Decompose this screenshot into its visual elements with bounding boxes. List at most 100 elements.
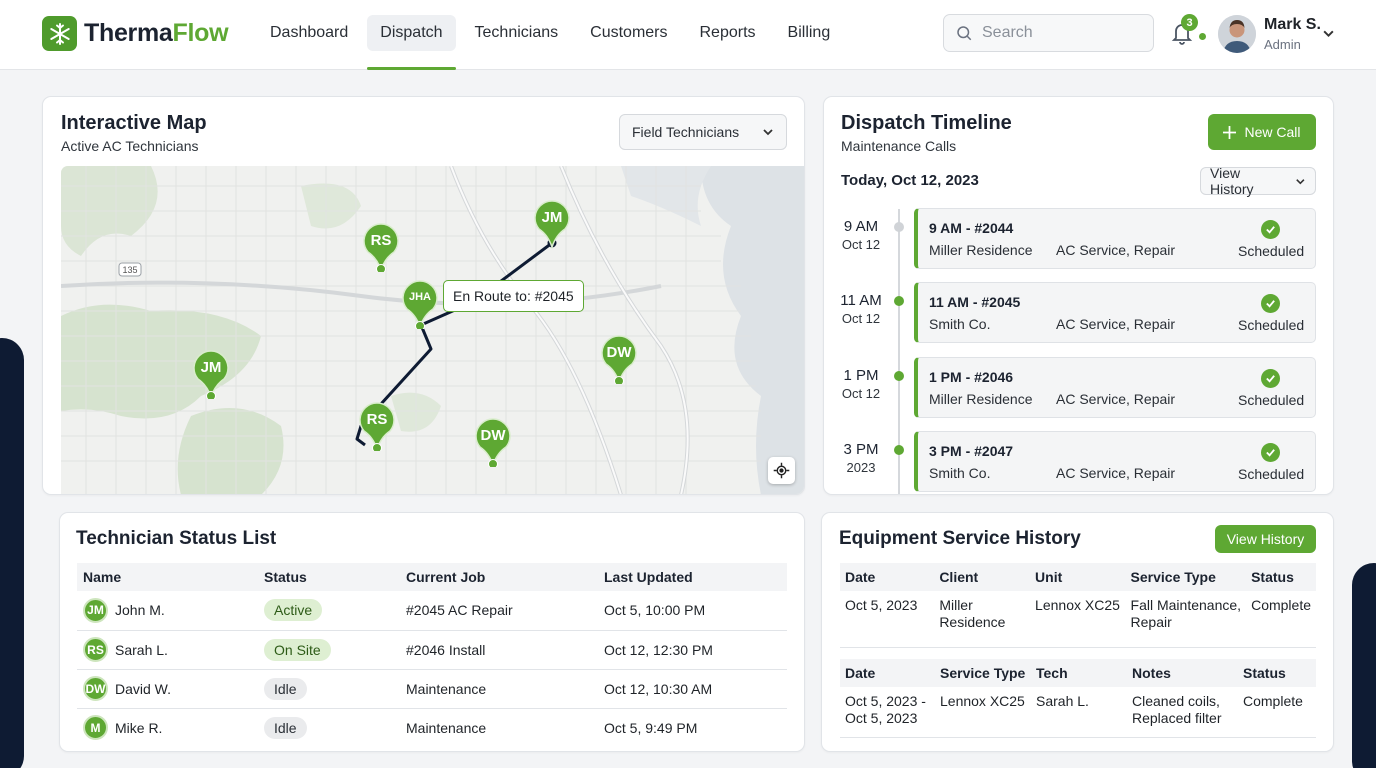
locate-me-button[interactable] (768, 457, 795, 484)
technician-pin-rs[interactable]: RS (363, 222, 399, 282)
service-date: Oct 5, 2023 (840, 591, 935, 648)
map-view[interactable]: 135 RS JM JHA JM DW RS (61, 166, 804, 494)
column-header[interactable]: Service Type (1125, 563, 1247, 591)
technician-pin-jm[interactable]: JM (534, 199, 570, 259)
service-type-line: Repair (1130, 614, 1172, 630)
pin-label: JHA (408, 291, 431, 303)
column-header[interactable]: Status (1246, 563, 1316, 591)
brand-name-part1: Therma (84, 19, 173, 47)
equipment-table-primary: Date Client Unit Service Type Status Oct… (840, 563, 1316, 648)
map-card-subtitle: Active AC Technicians (61, 138, 199, 154)
nav-dispatch[interactable]: Dispatch (367, 15, 456, 70)
service-type-line: Fall Maintenance, (1130, 597, 1242, 613)
table-row[interactable]: M Mike R. Idle Maintenance Oct 5, 9:49 PM (77, 708, 787, 747)
technician-pin-rs-2[interactable]: RS (359, 401, 395, 461)
table-header-row: Name Status Current Job Last Updated (77, 563, 787, 591)
column-header[interactable]: Name (77, 563, 258, 591)
timeline-time: 9 AM Oct 12 (836, 218, 886, 252)
snowflake-icon (42, 16, 77, 51)
timeline-subtitle: Maintenance Calls (841, 138, 957, 154)
call-client: Miller Residence (929, 242, 1033, 258)
status-list-title: Technician Status List (76, 528, 277, 549)
brand-logo[interactable]: ThermaFlow (42, 16, 229, 51)
timeline-dot (894, 296, 904, 306)
nav-billing[interactable]: Billing (787, 24, 831, 41)
column-header[interactable]: Client (934, 563, 1031, 591)
timeline-hour: 11 AM (840, 292, 882, 309)
pin-label: DW (480, 426, 506, 444)
table-row[interactable]: Oct 5, 2023 Miller Residence Lennox XC25 … (840, 591, 1316, 648)
nav-reports[interactable]: Reports (699, 24, 756, 41)
notes-line: Replaced filter (1132, 710, 1222, 726)
view-history-dropdown[interactable]: View History (1200, 165, 1316, 197)
last-updated: Oct 12, 10:30 AM (598, 669, 787, 709)
notification-badge: 3 (1181, 14, 1198, 31)
date-range-cell: Oct 5, 2023 - Oct 5, 2023 (840, 687, 935, 738)
user-name[interactable]: Mark S. (1264, 16, 1321, 33)
timeline-call-item[interactable]: 1 PM - #2046 Miller Residence AC Service… (914, 357, 1316, 418)
technician-pin-dw-2[interactable]: DW (475, 417, 511, 477)
check-icon (1261, 220, 1280, 239)
map-base-layer: 135 (61, 166, 804, 494)
column-header[interactable]: Unit (1030, 563, 1126, 591)
equipment-table-secondary: Date Service Type Tech Notes Status Oct … (840, 659, 1316, 738)
technician-pin-dw[interactable]: DW (601, 334, 637, 394)
service-type-cell: Fall Maintenance, Repair (1125, 591, 1247, 648)
user-role: Admin (1264, 37, 1301, 52)
table-divider (840, 647, 1316, 648)
table-row[interactable]: RS Sarah L. On Site #2046 Install Oct 12,… (77, 630, 787, 670)
dispatch-timeline-card: Dispatch Timeline Maintenance Calls New … (823, 96, 1334, 495)
call-service: AC Service, Repair (1056, 242, 1176, 258)
decorative-corner-right (1352, 563, 1376, 768)
technician-pin-jha[interactable]: JHA (402, 279, 438, 339)
pin-label: RS (370, 231, 392, 249)
timeline-time: 11 AM Oct 12 (836, 292, 886, 326)
user-avatar[interactable] (1218, 15, 1256, 53)
search-input[interactable] (982, 24, 1132, 42)
avatar: DW (83, 676, 108, 701)
column-header[interactable]: Status (258, 563, 400, 591)
timeline-title: Dispatch Timeline (841, 112, 1012, 134)
technician-filter-dropdown[interactable]: Field Technicians (619, 114, 787, 150)
column-header[interactable]: Service Type (935, 659, 1031, 687)
technician-name: Mike R. (115, 719, 163, 736)
timeline-hour: 3 PM (843, 441, 879, 458)
column-header[interactable]: Date (840, 659, 935, 687)
table-row[interactable]: JM John M. Active #2045 AC Repair Oct 5, … (77, 591, 787, 631)
current-job: #2045 AC Repair (400, 591, 598, 631)
table-row[interactable]: DW David W. Idle Maintenance Oct 12, 10:3… (77, 669, 787, 709)
date-line: Oct 5, 2023 - (845, 693, 926, 709)
timeline-dot (894, 445, 904, 455)
column-header[interactable]: Status (1238, 659, 1316, 687)
search-box[interactable] (943, 14, 1154, 52)
table-header-row: Date Client Unit Service Type Status (840, 563, 1316, 591)
call-service: AC Service, Repair (1056, 391, 1176, 407)
column-header[interactable]: Last Updated (598, 563, 787, 591)
chevron-down-icon[interactable] (1322, 27, 1335, 40)
current-job: #2046 Install (400, 630, 598, 670)
table-row[interactable]: Oct 5, 2023 - Oct 5, 2023 Lennox XC25 Sar… (840, 687, 1316, 738)
view-history-button[interactable]: View History (1215, 525, 1316, 553)
client-line: Residence (939, 614, 1006, 630)
column-header[interactable]: Tech (1031, 659, 1127, 687)
nav-technicians[interactable]: Technicians (474, 24, 559, 41)
new-call-button[interactable]: New Call (1208, 114, 1316, 150)
timeline-call-item[interactable]: 11 AM - #2045 Smith Co. AC Service, Repa… (914, 282, 1316, 343)
column-header[interactable]: Notes (1127, 659, 1238, 687)
last-updated: Oct 5, 10:00 PM (598, 591, 787, 631)
technician-pin-jm-2[interactable]: JM (193, 349, 229, 409)
column-header[interactable]: Date (840, 563, 935, 591)
call-heading: 3 PM - #2047 (929, 443, 1014, 459)
nav-customers[interactable]: Customers (590, 24, 668, 41)
column-header[interactable]: Current Job (400, 563, 598, 591)
nav-dashboard[interactable]: Dashboard (270, 24, 349, 41)
timeline-call-item[interactable]: 3 PM - #2047 Smith Co. AC Service, Repai… (914, 431, 1316, 492)
status-badge: On Site (264, 638, 331, 661)
timeline-axis (898, 209, 900, 494)
pin-label: RS (366, 410, 388, 428)
technician-name: Sarah L. (115, 641, 168, 658)
notes-cell: Cleaned coils, Replaced filter (1127, 687, 1238, 738)
call-heading: 11 AM - #2045 (929, 294, 1021, 310)
timeline-call-item[interactable]: 9 AM - #2044 Miller Residence AC Service… (914, 208, 1316, 269)
technician-name: David W. (115, 680, 172, 697)
